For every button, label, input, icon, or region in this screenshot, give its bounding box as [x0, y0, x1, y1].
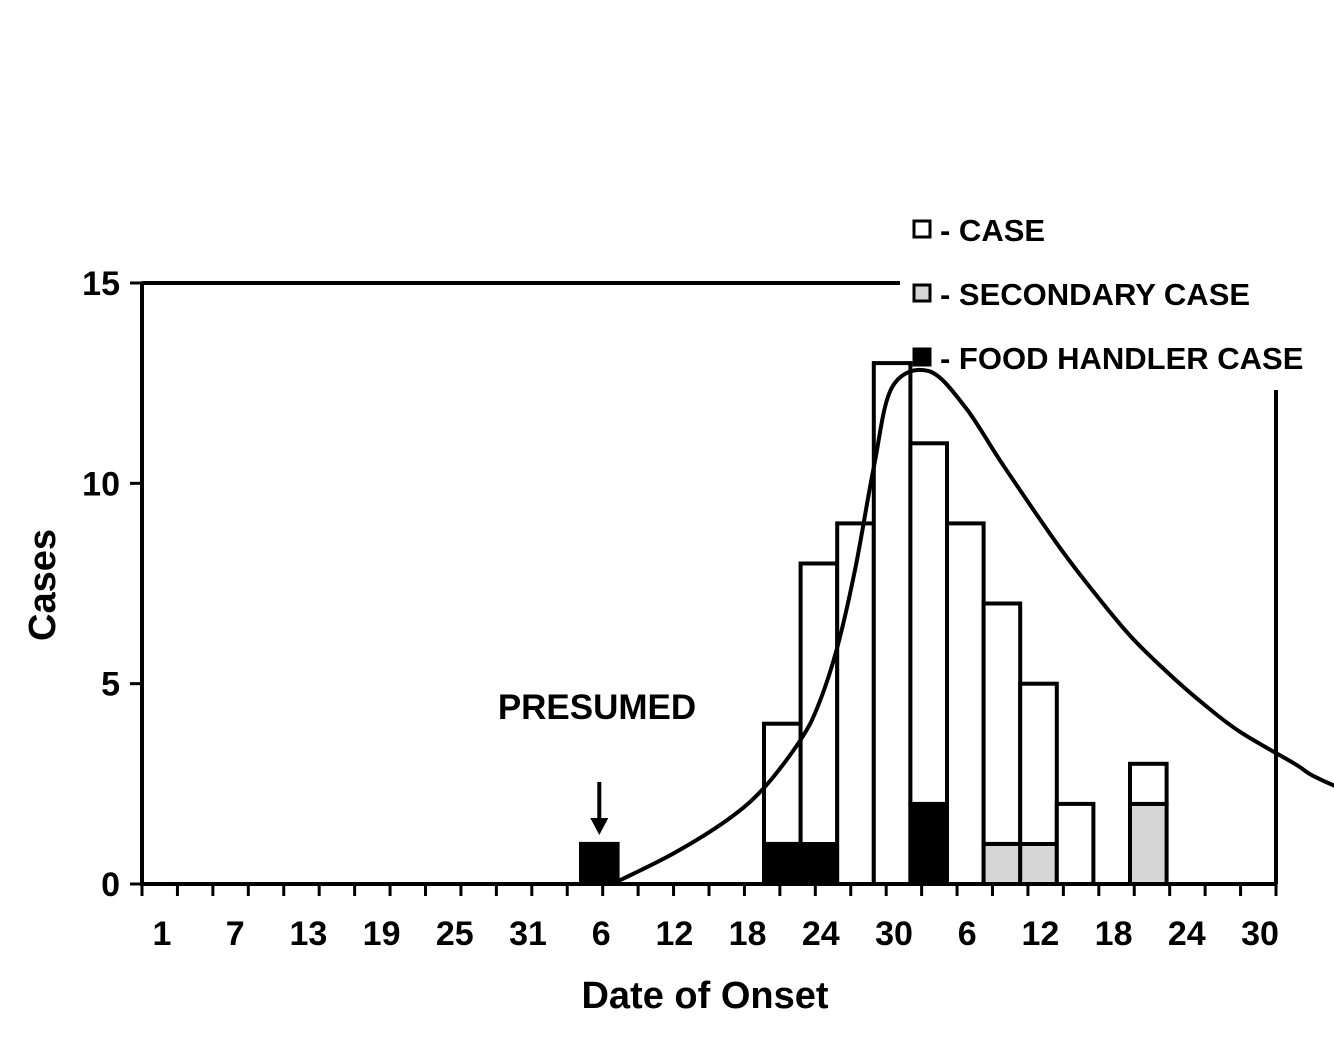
- x-tick-label: 24: [1168, 915, 1206, 953]
- y-tick-label: 15: [82, 265, 120, 303]
- bar-case: [945, 521, 986, 887]
- x-tick-label: 6: [592, 915, 611, 953]
- x-tick-label: 30: [1241, 915, 1279, 953]
- bar-case: [835, 521, 876, 887]
- x-tick-label: 6: [958, 915, 977, 953]
- legend-swatch: [912, 283, 932, 303]
- plot-frame: [142, 281, 1278, 884]
- x-axis-title: Date of Onset: [581, 975, 828, 1017]
- bar-case: [908, 441, 950, 806]
- legend-label: - CASE: [940, 213, 1045, 248]
- legend: - CASE - SECONDARY CASE - FOOD HANDLER CAS…: [912, 213, 1303, 376]
- legend-swatch: [912, 347, 932, 367]
- presumed-label: PRESUMED: [498, 688, 696, 727]
- bar-secondary-case: [1018, 841, 1059, 887]
- bar-case: [1128, 761, 1169, 806]
- legend-swatch: [912, 219, 932, 239]
- x-tick-label: 1: [153, 915, 172, 953]
- x-tick-label: 19: [363, 915, 401, 953]
- legend-label: - SECONDARY CASE: [940, 277, 1250, 312]
- bar-food-handler-case: [908, 801, 950, 887]
- y-tick-label: 5: [101, 666, 120, 704]
- x-tick-label: 31: [509, 915, 547, 953]
- x-axis: 1 7 13 19 25 31 6 12 18 24 30 6 12 18 24 30: [140, 882, 1279, 953]
- x-tick-label: 25: [436, 915, 474, 953]
- fitted-curve: [611, 367, 1334, 886]
- bar-case: [981, 601, 1023, 846]
- fitted-curve-layer: [611, 367, 1334, 886]
- x-tick-label: 13: [289, 915, 327, 953]
- bar-secondary-case: [1128, 801, 1169, 887]
- y-axis: 0 5 10 15: [82, 265, 144, 904]
- x-tick-label: 18: [729, 915, 767, 953]
- bar-case: [871, 361, 913, 887]
- bar-secondary-case: [981, 841, 1023, 887]
- y-axis-title: Cases: [22, 529, 64, 641]
- x-tick-label: 12: [1021, 915, 1059, 953]
- x-tick-label: 30: [875, 915, 913, 953]
- y-tick-label: 0: [101, 866, 120, 904]
- annotation-layer: PRESUMED: [498, 688, 696, 835]
- bar-case: [1018, 681, 1059, 847]
- bar-food-handler-case: [762, 841, 803, 887]
- bar-food-handler-case: [579, 841, 620, 887]
- bar-food-handler-case: [798, 841, 840, 887]
- y-tick-label: 10: [82, 465, 120, 503]
- case-bars: [579, 361, 1169, 887]
- x-tick-label: 24: [802, 915, 840, 953]
- bar-case: [1054, 801, 1096, 887]
- x-tick-label: 7: [226, 915, 245, 953]
- legend-label: - FOOD HANDLER CASE: [940, 341, 1303, 376]
- x-tick-label: 18: [1095, 915, 1133, 953]
- x-tick-label: 12: [655, 915, 693, 953]
- presumed-arrow-head: [590, 818, 609, 835]
